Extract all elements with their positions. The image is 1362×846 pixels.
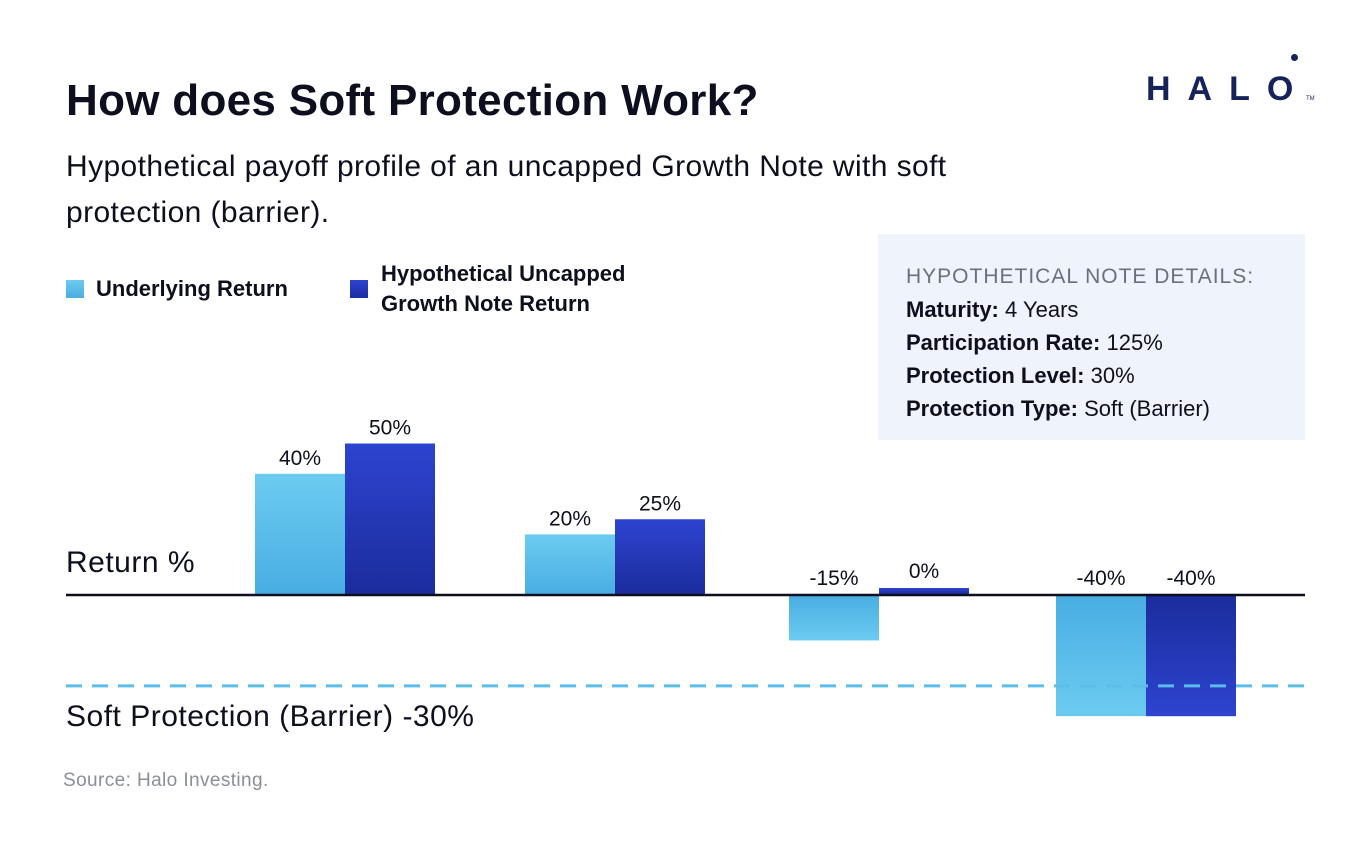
bar-growth-note-2 [615, 519, 705, 595]
value-label-growth-note-3: 0% [909, 560, 939, 583]
value-label-underlying-3: -15% [809, 567, 858, 590]
value-label-underlying-1: 40% [279, 447, 321, 470]
legend-label-growth-note-1: Hypothetical Uncapped [381, 261, 626, 286]
bar-growth-note-4 [1146, 595, 1236, 717]
details-key: Maturity: [906, 297, 999, 322]
details-value: 125% [1106, 330, 1163, 355]
value-label-underlying-4: -40% [1076, 567, 1125, 590]
note-details-panel: HYPOTHETICAL NOTE DETAILS: Maturity: 4 Y… [878, 234, 1305, 440]
y-axis-label: Return % [66, 546, 196, 579]
bar-underlying-3 [789, 595, 879, 641]
value-label-growth-note-2: 25% [639, 492, 681, 515]
value-label-growth-note-4: -40% [1166, 567, 1215, 590]
details-key: Protection Type: [906, 396, 1078, 421]
details-key: Protection Level: [906, 363, 1085, 388]
bar-growth-note-1 [345, 443, 435, 595]
legend-swatch-underlying [66, 280, 84, 298]
logo-dot-icon [1291, 54, 1298, 61]
legend-swatch-growth-note [350, 280, 368, 298]
details-heading: HYPOTHETICAL NOTE DETAILS: [906, 265, 1255, 288]
details-value: 4 Years [1005, 297, 1079, 322]
details-row-maturity: Maturity: 4 Years [906, 293, 1305, 326]
page-title: How does Soft Protection Work? [66, 76, 759, 125]
logo-text: HALO [1146, 70, 1311, 108]
bar-growth-note-3 [879, 588, 969, 595]
details-row-participation: Participation Rate: 125% [906, 326, 1305, 359]
source-note: Source: Halo Investing. [63, 770, 269, 791]
logo-trademark: TM [1306, 96, 1315, 102]
details-row-protection-type: Protection Type: Soft (Barrier) [906, 392, 1305, 425]
details-value: Soft (Barrier) [1084, 396, 1210, 421]
details-row-protection-level: Protection Level: 30% [906, 359, 1305, 392]
page-subtitle: Hypothetical payoff profile of an uncapp… [66, 150, 947, 229]
details-key: Participation Rate: [906, 330, 1101, 355]
bar-underlying-4 [1056, 595, 1146, 717]
legend-label-underlying: Underlying Return [96, 276, 288, 301]
legend-label-growth-note-2: Growth Note Return [381, 291, 590, 316]
bar-underlying-1 [255, 473, 345, 595]
bar-underlying-2 [525, 534, 615, 595]
details-value: 30% [1090, 363, 1135, 388]
barrier-label: Soft Protection (Barrier) -30% [66, 700, 475, 733]
value-label-underlying-2: 20% [549, 507, 591, 530]
value-label-growth-note-1: 50% [369, 417, 411, 440]
halo-logo: HALO TM [1146, 54, 1315, 110]
